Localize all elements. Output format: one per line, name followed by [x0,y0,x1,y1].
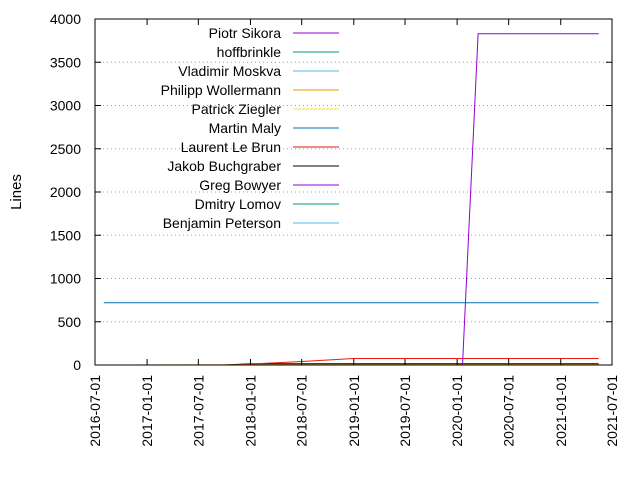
x-tick-label: 2016-07-01 [87,375,103,447]
y-tick-label: 1000 [50,271,81,287]
legend-label: Benjamin Peterson [163,215,281,231]
legend-label: Jakob Buchgraber [167,158,281,174]
legend-label: Laurent Le Brun [181,139,281,155]
legend-label: Patrick Ziegler [192,101,282,117]
legend-label: hoffbrinkle [217,44,282,60]
x-tick-label: 2020-07-01 [501,375,517,447]
x-tick-label: 2019-01-01 [346,375,362,447]
x-tick-label: 2018-07-01 [294,375,310,447]
x-tick-label: 2017-07-01 [190,375,206,447]
x-tick-label: 2018-01-01 [242,375,258,447]
y-tick-label: 3000 [50,98,81,114]
x-axis: 2016-07-01 2017-01-01 2017-07-01 2018-01-01… [87,19,620,447]
x-tick-label: 2021-07-01 [604,375,620,447]
x-tick-label: 2019-07-01 [397,375,413,447]
y-tick-label: 0 [73,357,81,373]
legend-label: Vladimir Moskva [178,63,281,79]
y-tick-label: 4000 [50,11,81,27]
plot-border [94,18,613,366]
legend-label: Piotr Sikora [209,25,282,41]
legend-label: Martin Maly [209,120,281,136]
y-axis: 0 500 1000 1500 2000 2500 3000 3500 4000 [50,11,612,373]
y-tick-label: 2500 [50,141,81,157]
x-tick-label: 2017-01-01 [139,375,155,447]
y-tick-label: 2000 [50,184,81,200]
x-tick-label: 2021-01-01 [553,375,569,447]
y-tick-label: 1500 [50,227,81,243]
legend: Piotr Sikora hoffbrinkle Vladimir Moskva Ph… [161,25,339,231]
legend-label: Dmitry Lomov [195,196,281,212]
legend-label: Greg Bowyer [199,177,281,193]
legend-label: Philipp Wollermann [161,82,281,98]
y-axis-label: Lines [8,174,25,210]
x-tick-label: 2020-01-01 [449,375,465,447]
grid [95,61,612,323]
y-tick-label: 3500 [50,54,81,70]
y-tick-label: 500 [58,314,82,330]
